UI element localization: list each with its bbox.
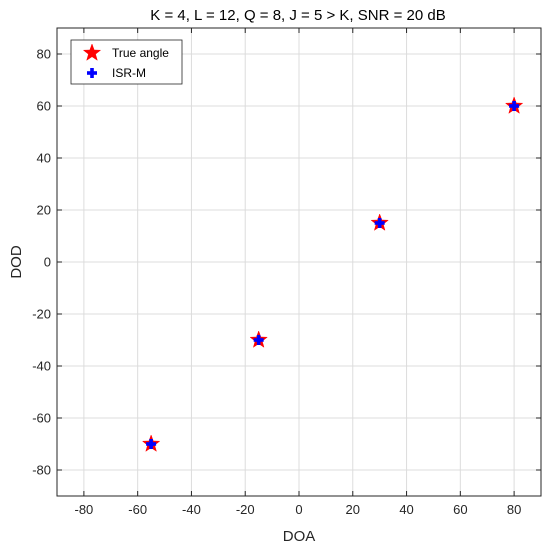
y-tick-label: -40: [32, 359, 51, 374]
legend-marker-true-angle: [82, 43, 102, 61]
legend-label-isr-m: ISR-M: [112, 66, 146, 80]
y-tick-label: 20: [37, 203, 51, 218]
x-tick-label: -80: [74, 502, 93, 517]
x-tick-label: -60: [128, 502, 147, 517]
data-series: [141, 96, 524, 452]
y-tick-label: 80: [37, 47, 51, 62]
chart-title: K = 4, L = 12, Q = 8, J = 5 > K, SNR = 2…: [150, 7, 445, 24]
x-tick-label: 0: [295, 502, 302, 517]
plus-bar-v: [256, 335, 261, 345]
x-tick-label: -20: [236, 502, 255, 517]
y-tick-label: -20: [32, 307, 51, 322]
y-tick-label: 60: [37, 99, 51, 114]
legend: True angle ISR-M: [70, 39, 183, 85]
plus-bar-v: [90, 68, 94, 78]
plus-bar-v: [512, 101, 516, 111]
isr-m-point: [374, 218, 385, 228]
y-tick-label: -80: [32, 463, 51, 478]
x-axis-label: DOA: [283, 528, 316, 545]
plus-bar-v: [149, 439, 153, 449]
x-tick-label: 20: [346, 502, 360, 517]
x-tick-label: -40: [182, 502, 201, 517]
x-tick-label: 40: [399, 502, 413, 517]
plot-frame: [56, 27, 542, 497]
y-tick-label: 40: [37, 151, 51, 166]
legend-star-marker: [82, 43, 102, 61]
legend-marker-isr-m: [87, 68, 97, 78]
y-axis-label: DOD: [8, 245, 25, 279]
isr-m-point: [253, 335, 264, 345]
plus-bar-v: [377, 218, 382, 228]
y-axis-ticks: -80 -60 -40 -20 0 20 40 60 80: [32, 47, 541, 478]
legend-label-true-angle: True angle: [112, 46, 169, 60]
x-axis-ticks: -80 -60 -40 -20 0 20 40 60 80: [74, 28, 521, 517]
isr-m-point: [509, 101, 520, 111]
legend-plus-marker: [87, 68, 97, 78]
legend-box: [70, 39, 183, 85]
x-tick-label: 60: [453, 502, 467, 517]
x-tick-label: 80: [507, 502, 521, 517]
y-tick-label: 0: [44, 255, 51, 270]
y-tick-label: -60: [32, 411, 51, 426]
isr-m-point: [146, 439, 157, 449]
